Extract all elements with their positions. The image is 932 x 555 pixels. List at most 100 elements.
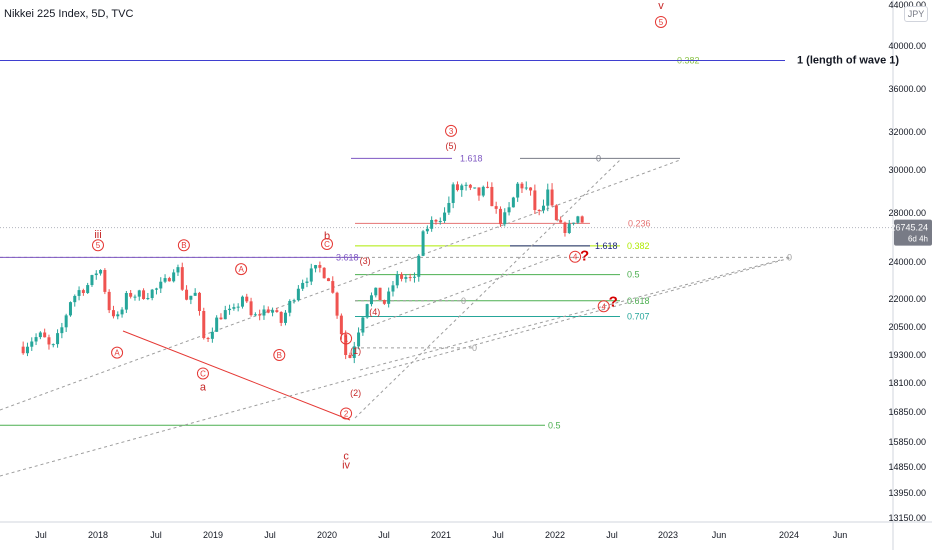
candle-body [176,267,180,273]
candle-body [99,270,103,274]
candle-body [103,270,107,292]
wave-degree-label: (5) [446,141,457,151]
candle-body [391,285,395,292]
candle-body [443,212,447,221]
wave-label-circle [340,407,353,420]
wave-degree-label: (3) [360,256,371,266]
candle-body [580,216,584,223]
price-tick-label: 13950.00 [888,488,926,498]
wave-label-text: B [181,241,186,250]
price-tick-label: 13150.00 [888,513,926,523]
trend-line [0,257,791,477]
candle-body [77,290,81,296]
fib-level-label: 0.707 [627,312,650,322]
candle-body [107,291,111,311]
candle-body [133,296,137,298]
wave-label-circle [196,367,209,380]
candle-body [546,189,550,206]
candle-body [335,292,339,316]
wave-label-text: 5 [659,18,664,27]
candle-body [210,331,214,339]
candle-body [473,187,477,189]
candle-body [464,184,468,186]
candle-body [51,344,55,346]
candle-body [240,296,244,307]
candle-body [395,274,399,286]
candle-body [43,332,47,338]
wave-label-text: A [238,265,244,274]
wave-label-text: B [277,351,282,360]
fib-level-label: 0 [461,296,466,306]
wave-label-text: 1 [344,334,349,343]
fib-level-label: 0 [787,252,792,262]
candle-body [180,267,184,290]
wave-label-text: 3 [449,127,454,136]
candle-body [507,207,511,213]
candle-body [305,281,309,283]
candle-body [460,185,464,191]
wave-degree-label: (4) [369,307,380,317]
price-tick-label: 24000.00 [888,257,926,267]
time-tick-label: Jul [492,530,504,540]
candle-body [301,282,305,289]
candle-body [374,287,378,296]
candle-body [326,278,330,282]
candle-body [520,183,524,189]
candle-body [47,337,51,345]
candle-body [494,206,498,209]
fib-level-label: 0 [596,153,601,163]
price-tick-label: 30000.00 [888,165,926,175]
fib-level-label: 0.382 [627,241,650,251]
candle-body [34,337,38,342]
question-mark-annotation: ? [609,294,618,311]
wave-label-circle [273,349,286,361]
candle-body [516,183,520,198]
wave-label-circle [321,237,333,250]
wave-label-circle [177,239,190,252]
candle-body [249,301,253,316]
candle-body [490,186,494,207]
wave-label-circle [235,263,248,276]
candle-body [73,295,77,303]
axis-layer: 44000.00 40000.00 36000.00 32000.00 30000.00… [35,0,932,540]
candle-body [90,275,94,286]
last-price-countdown: 6d 4h [908,235,928,244]
candle-body [348,354,352,358]
currency-badge[interactable]: JPY [904,6,928,22]
candle-body [283,312,287,323]
candle-body [387,291,391,304]
time-tick-label: 2021 [431,530,451,540]
candle-body [524,187,528,189]
candle-body [266,309,270,313]
fib-level-label: 0.236 [628,218,651,228]
fib-level-label: 1.618 [460,153,483,163]
time-tick-label: 2022 [545,530,565,540]
time-tick-label: 2023 [658,530,678,540]
time-tick-label: Jul [150,530,162,540]
candle-body [193,292,197,296]
fib-level-label: 1.618 [595,241,618,251]
wave-label-circle [445,124,458,137]
candle-body [541,205,545,211]
candle-body [219,317,223,320]
fib-level-label: 1 (length of wave 1) [797,55,899,67]
candle-body [30,341,34,347]
candle-body [576,216,580,223]
time-tick-label: 2018 [88,530,108,540]
candle-body [361,317,365,333]
price-tick-label: 40000.00 [888,41,926,51]
candle-body [477,187,481,196]
candle-body [64,315,68,328]
price-tick-label: 28000.00 [888,208,926,218]
wave-label-text: 4 [601,302,606,311]
candle-body [253,314,257,316]
candle-body [447,202,451,213]
candle-body [146,298,150,300]
candle-body [554,205,558,221]
candle-body [120,309,124,315]
candle-body [314,265,318,269]
wave-degree-label: (2) [350,388,361,398]
time-tick-label: Jun [833,530,848,540]
candle-body [172,272,176,282]
